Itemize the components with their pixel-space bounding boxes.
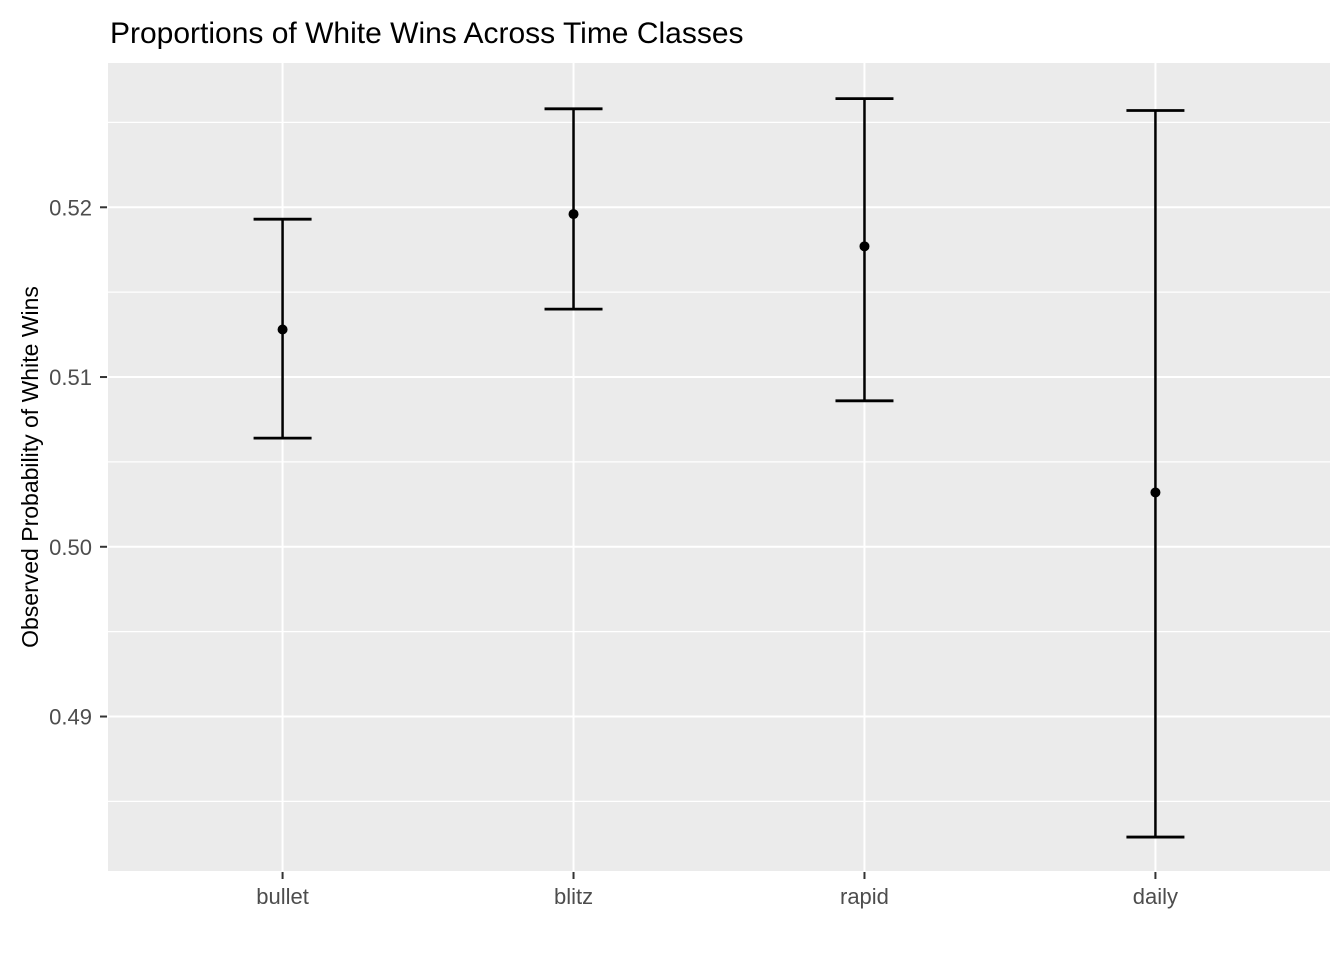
y-axis-tick-labels: 0.49 0.50 0.51 0.52 <box>49 195 92 729</box>
point-estimate-bullet <box>277 324 288 335</box>
point-estimate-rapid <box>859 241 870 252</box>
y-tick-label-0.52: 0.52 <box>49 195 92 220</box>
plot-title: Proportions of White Wins Across Time Cl… <box>110 17 744 50</box>
point-estimate-blitz <box>568 209 579 220</box>
point-estimate-daily <box>1150 487 1161 498</box>
y-axis-title: Observed Probability of White Wins <box>17 286 43 648</box>
errorbar-blitz <box>544 107 603 311</box>
axis-tick-marks <box>100 206 1157 879</box>
x-tick-label-bullet: bullet <box>256 884 309 909</box>
error-bars-layer <box>253 97 1185 839</box>
y-tick-label-0.50: 0.50 <box>49 535 92 560</box>
y-tick-label-0.51: 0.51 <box>49 365 92 390</box>
x-axis-tick-labels: bullet blitz rapid daily <box>256 884 1178 909</box>
gridlines-minor <box>108 121 1330 803</box>
errorbar-bullet <box>253 217 312 440</box>
x-tick-label-blitz: blitz <box>554 884 593 909</box>
x-tick-label-rapid: rapid <box>840 884 889 909</box>
x-tick-label-daily: daily <box>1133 884 1178 909</box>
gridlines-major <box>108 206 1330 718</box>
y-tick-label-0.49: 0.49 <box>49 705 92 730</box>
errorbar-rapid <box>835 97 894 403</box>
errorbar-daily <box>1126 109 1185 839</box>
plot-panel <box>108 63 1330 871</box>
